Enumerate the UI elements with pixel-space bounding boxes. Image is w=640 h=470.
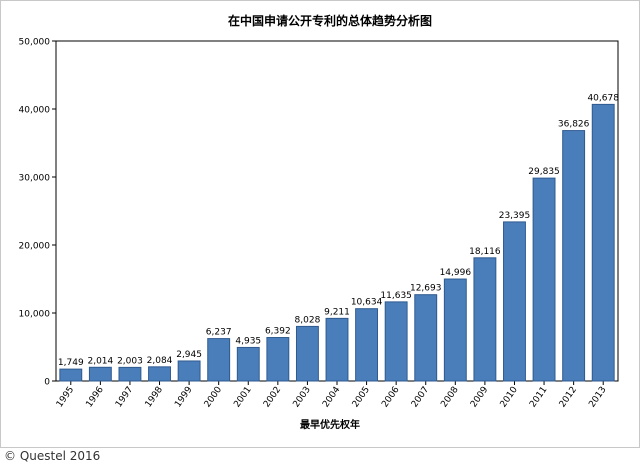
x-tick-label: 2008 [439, 385, 460, 410]
data-label: 6,237 [206, 328, 232, 338]
x-tick-label: 2010 [499, 385, 520, 410]
x-axis-title: 最早优先权年 [300, 418, 360, 431]
x-tick-label: 1995 [55, 385, 76, 409]
bar [236, 346, 260, 382]
bar [325, 317, 349, 382]
bar [295, 325, 319, 382]
bars [59, 103, 615, 382]
bar [591, 103, 615, 382]
data-label: 10,634 [351, 298, 383, 308]
y-tick-label: 50,000 [19, 38, 51, 48]
x-tick-label: 2002 [262, 385, 283, 409]
copyright-text: © Questel 2016 [4, 449, 101, 463]
x-tick-label: 1998 [144, 385, 165, 410]
data-label: 1,749 [58, 358, 84, 368]
x-tick-label: 2004 [321, 385, 342, 410]
data-label: 36,826 [558, 120, 590, 130]
data-label: 23,395 [499, 211, 531, 221]
x-tick-label: 2001 [232, 385, 253, 409]
data-label: 4,935 [235, 336, 261, 346]
bar-chart: 在中国申请公开专利的总体趋势分析图 0 10,000 20,000 30,000 40,… [19, 13, 620, 431]
x-tick-label: 1997 [114, 385, 135, 409]
x-tick-label: 2012 [558, 385, 579, 409]
bar [148, 366, 171, 382]
bar [473, 257, 497, 382]
y-tick-label: 30,000 [19, 174, 51, 184]
data-label: 12,693 [410, 284, 442, 294]
x-tick-label: 2007 [410, 385, 431, 409]
bar [532, 177, 556, 382]
bar [207, 338, 231, 382]
bar [443, 278, 467, 382]
bar [384, 301, 408, 382]
x-tick-label: 2011 [528, 385, 549, 409]
x-tick-label: 2013 [587, 385, 608, 409]
x-tick-label: 2003 [292, 385, 313, 409]
bar [503, 221, 526, 382]
data-label: 18,116 [469, 247, 501, 257]
y-tick-label: 20,000 [19, 242, 51, 252]
data-label: 2,084 [147, 356, 173, 366]
bar [177, 360, 201, 382]
bar [118, 366, 142, 382]
data-label: 9,211 [324, 307, 350, 317]
x-tick-label: 1999 [173, 385, 194, 410]
data-label: 40,678 [587, 93, 619, 103]
data-label: 29,835 [528, 167, 560, 177]
bar [562, 130, 586, 382]
x-tick-label: 1996 [84, 385, 105, 410]
data-label: 6,392 [265, 327, 291, 337]
data-label: 11,635 [380, 291, 412, 301]
y-tick-label: 10,000 [19, 310, 51, 320]
y-tick-label: 0 [44, 378, 50, 388]
y-tick-label: 40,000 [19, 106, 51, 116]
x-tick-label: 2006 [380, 385, 401, 410]
bar [414, 294, 438, 382]
bar [88, 366, 112, 382]
x-tick-label: 2005 [351, 385, 372, 409]
x-tick-label: 2000 [203, 385, 224, 410]
chart-title: 在中国申请公开专利的总体趋势分析图 [228, 13, 432, 28]
bar [59, 368, 83, 382]
bar [355, 308, 379, 382]
data-label: 2,014 [87, 356, 113, 366]
data-label: 2,945 [176, 350, 202, 360]
data-label: 14,996 [440, 268, 472, 278]
bar [266, 337, 290, 382]
data-label: 2,003 [117, 356, 143, 366]
data-label: 8,028 [295, 315, 321, 325]
x-tick-label: 2009 [469, 385, 490, 410]
